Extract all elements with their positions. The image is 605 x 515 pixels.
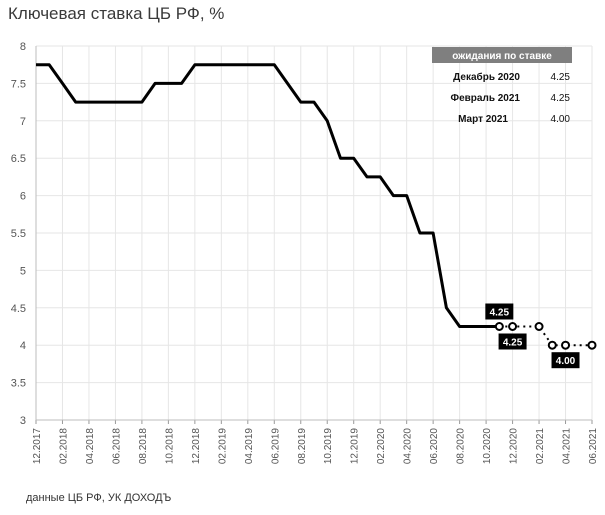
expectations-table: ожидания по ставке Декабрь 2020 4.25 Фев… bbox=[432, 47, 572, 125]
x-tick-label: 02.2019 bbox=[217, 428, 228, 465]
chart-title: Ключевая ставка ЦБ РФ, % bbox=[8, 4, 225, 23]
y-tick-label: 7 bbox=[20, 116, 26, 128]
x-tick-label: 08.2018 bbox=[138, 428, 149, 465]
y-tick-label: 3.5 bbox=[11, 378, 26, 390]
forecast-marker bbox=[587, 340, 597, 350]
x-tick-label: 08.2019 bbox=[297, 428, 308, 465]
y-axis-ticks: 3 3.5 4 4.5 5 5.5 6 6.5 7 7.5 8 bbox=[11, 41, 26, 427]
key-rate-series-line bbox=[36, 63, 500, 328]
markers-group bbox=[494, 322, 597, 350]
y-tick-label: 3 bbox=[20, 415, 26, 427]
expectations-row-label: Март 2021 bbox=[458, 114, 508, 125]
expectations-header: ожидания по ставке bbox=[452, 51, 552, 62]
forecast-marker bbox=[547, 340, 557, 350]
x-tick-label: 12.2019 bbox=[350, 428, 361, 465]
x-tick-label: 04.2018 bbox=[85, 428, 96, 465]
y-tick-label: 6.5 bbox=[11, 153, 26, 165]
forecast-marker bbox=[561, 340, 571, 350]
data-label: 4.25 bbox=[503, 338, 523, 349]
expectations-row-value: 4.25 bbox=[551, 93, 571, 104]
x-tick-label: 08.2020 bbox=[456, 428, 467, 465]
y-tick-label: 6 bbox=[20, 191, 26, 203]
data-label: 4.00 bbox=[556, 356, 576, 367]
expectations-row-value: 4.25 bbox=[551, 72, 571, 83]
x-tick-label: 12.2018 bbox=[191, 428, 202, 465]
data-label-box bbox=[551, 352, 580, 369]
data-label-box bbox=[498, 333, 527, 350]
expectations-row-label: Февраль 2021 bbox=[451, 93, 521, 104]
x-tick-label: 02.2018 bbox=[58, 428, 69, 465]
x-tick-label: 12.2017 bbox=[32, 428, 43, 465]
data-label: 4.25 bbox=[490, 308, 510, 319]
expectations-row-value: 4.00 bbox=[551, 114, 571, 125]
x-tick-label: 10.2018 bbox=[164, 428, 175, 465]
y-tick-label: 4 bbox=[20, 340, 26, 352]
x-tick-label: 04.2021 bbox=[562, 428, 573, 465]
y-tick-label: 5.5 bbox=[11, 228, 26, 240]
series-group bbox=[36, 63, 592, 347]
x-tick-label: 04.2020 bbox=[403, 428, 414, 465]
x-tick-label: 06.2021 bbox=[588, 428, 599, 465]
annotations-group: 4.25 4.25 4.00 bbox=[485, 303, 580, 369]
y-tick-label: 7.5 bbox=[11, 78, 26, 90]
x-tick-label: 06.2019 bbox=[270, 428, 281, 465]
forecast-marker bbox=[508, 322, 518, 331]
y-tick-label: 4.5 bbox=[11, 303, 26, 315]
x-tick-label: 02.2020 bbox=[376, 428, 387, 465]
y-tick-label: 8 bbox=[20, 41, 26, 53]
x-tick-label: 04.2019 bbox=[244, 428, 255, 465]
expectations-header-bg bbox=[432, 47, 572, 63]
data-label-box bbox=[485, 303, 514, 320]
x-tick-label: 10.2019 bbox=[323, 428, 334, 465]
x-axis-ticks: 12.2017 02.2018 04.2018 06.2018 08.2018 10.20… bbox=[32, 428, 599, 465]
x-tick-label: 02.2021 bbox=[535, 428, 546, 465]
forecast-marker bbox=[534, 322, 544, 331]
x-tick-label: 06.2020 bbox=[429, 428, 440, 465]
x-tick-label: 06.2018 bbox=[111, 428, 122, 465]
x-tick-label: 10.2020 bbox=[482, 428, 493, 465]
y-tick-label: 5 bbox=[20, 265, 26, 277]
source-note: данные ЦБ РФ, УК ДОХОДЪ bbox=[26, 492, 172, 504]
forecast-marker bbox=[494, 322, 504, 331]
x-tick-label: 12.2020 bbox=[509, 428, 520, 465]
expectations-row-label: Декабрь 2020 bbox=[453, 71, 520, 83]
